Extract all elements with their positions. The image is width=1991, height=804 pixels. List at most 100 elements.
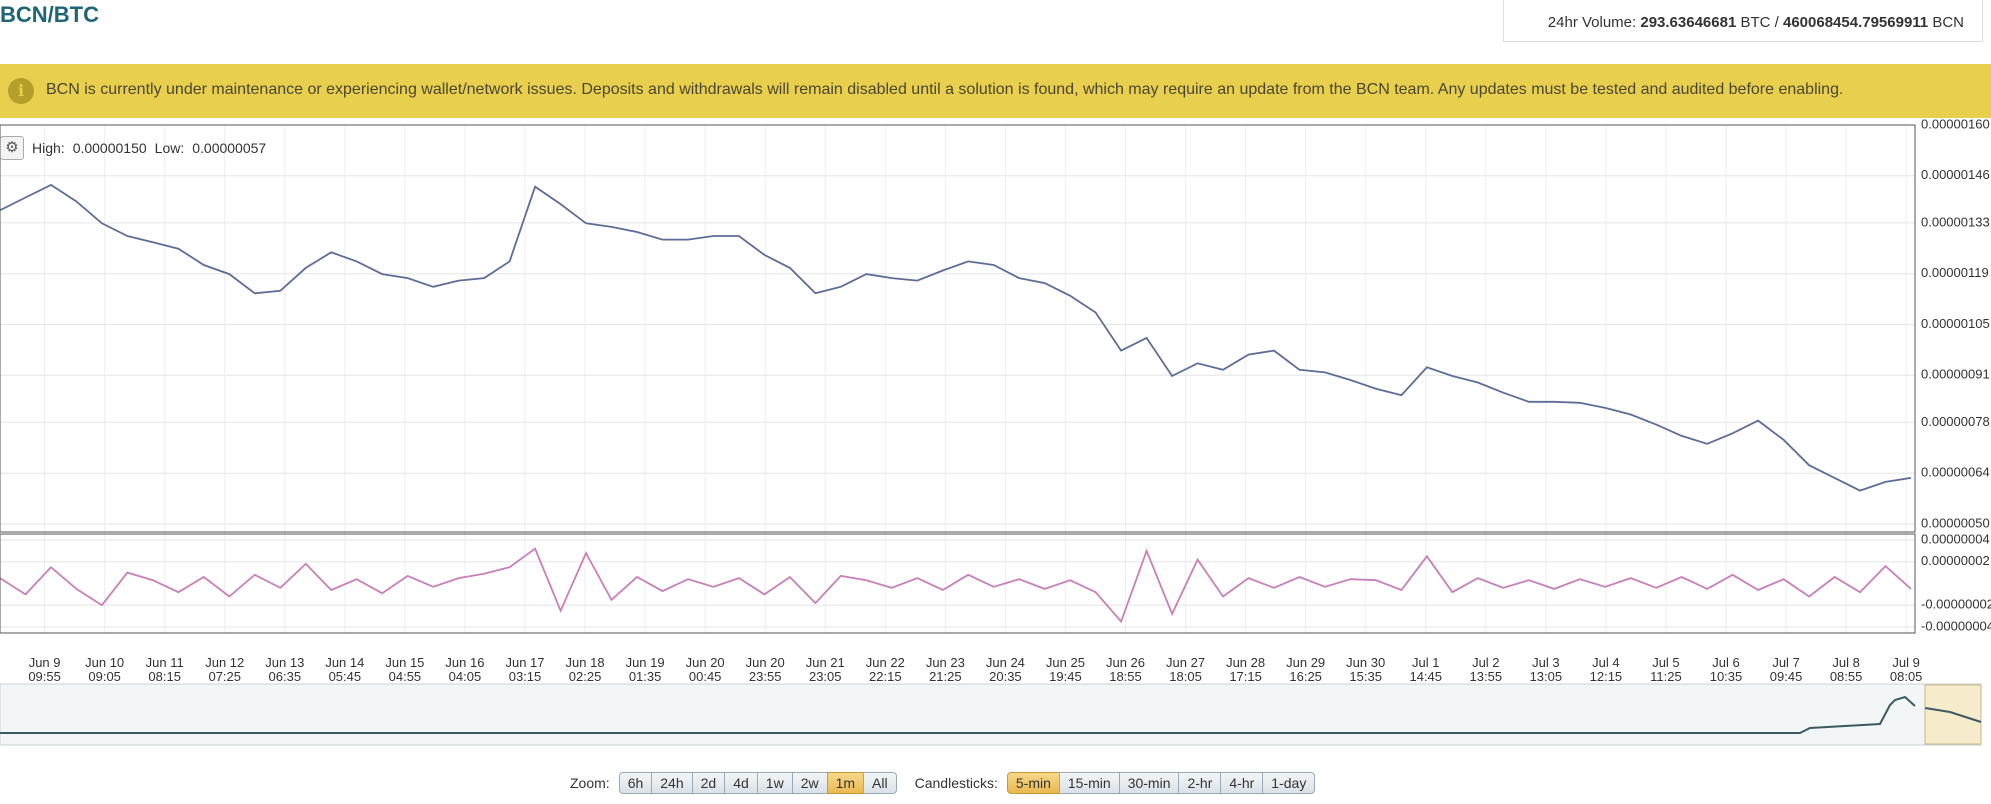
x-tick-label: Jun 13 06:35	[265, 655, 304, 684]
navigator-line	[0, 695, 1982, 734]
x-tick-time: 08:55	[1830, 669, 1863, 684]
x-tick-label: Jul 4 12:15	[1590, 655, 1623, 684]
x-tick-date: Jun 14	[325, 655, 364, 670]
x-tick-date: Jun 28	[1226, 655, 1265, 670]
y-tick-label: 0.00000064	[1921, 465, 1990, 480]
x-tick-time: 18:55	[1109, 669, 1142, 684]
x-tick-date: Jul 6	[1712, 655, 1739, 670]
settings-button[interactable]: ⚙	[0, 136, 24, 160]
pair-title: BCN/BTC	[0, 2, 99, 27]
x-tick-time: 14:45	[1409, 669, 1442, 684]
info-icon: i	[8, 78, 34, 104]
panel-border	[0, 533, 1916, 634]
x-tick-time: 00:45	[689, 669, 722, 684]
candles-button[interactable]: 5-min	[1006, 772, 1060, 794]
x-tick-label: Jun 26 18:55	[1106, 655, 1145, 684]
y-tick-label: 0.00000146	[1921, 167, 1990, 182]
x-tick-time: 16:25	[1289, 669, 1322, 684]
x-tick-date: Jun 13	[265, 655, 304, 670]
candles-button[interactable]: 30-min	[1118, 772, 1180, 794]
zoom-button[interactable]: 6h	[618, 772, 653, 794]
x-tick-date: Jul 3	[1532, 655, 1559, 670]
panel-border	[0, 124, 1916, 533]
x-tick-time: 09:45	[1770, 669, 1803, 684]
zoom-button[interactable]: 1w	[756, 772, 793, 794]
x-tick-label: Jun 24 20:35	[986, 655, 1025, 684]
x-tick-time: 21:25	[929, 669, 962, 684]
x-tick-label: Jul 3 13:05	[1530, 655, 1563, 684]
zoom-button[interactable]: 24h	[651, 772, 693, 794]
warning-message: BCN is currently under maintenance or ex…	[46, 81, 1844, 98]
zoom-button[interactable]: 2d	[691, 772, 726, 794]
high-value: 0.00000150	[72, 140, 147, 156]
series-line	[0, 183, 1912, 492]
x-tick-date: Jun 24	[986, 655, 1025, 670]
x-tick-label: Jul 8 08:55	[1830, 655, 1863, 684]
candles-button[interactable]: 4-hr	[1220, 772, 1264, 794]
x-tick-date: Jun 25	[1046, 655, 1085, 670]
y-tick-label: 0.00000078	[1921, 414, 1990, 429]
x-tick-time: 08:05	[1890, 669, 1923, 684]
x-tick-label: Jun 18 02:25	[566, 655, 605, 684]
y-tick-label: 0.00000133	[1921, 214, 1990, 229]
x-tick-time: 07:25	[208, 669, 241, 684]
candles-group: 5-min 15-min 30-min 2-hr 4-hr 1-day	[1006, 772, 1316, 794]
x-tick-label: Jun 9 09:55	[28, 655, 61, 684]
volume-label: 24hr Volume:	[1547, 14, 1637, 31]
x-tick-time: 09:55	[28, 669, 61, 684]
zoom-label: Zoom:	[570, 775, 610, 791]
x-tick-date: Jun 20	[746, 655, 785, 670]
zoom-button[interactable]: 2w	[791, 772, 828, 794]
candles-button[interactable]: 15-min	[1058, 772, 1120, 794]
x-tick-date: Jun 12	[205, 655, 244, 670]
candles-button[interactable]: 2-hr	[1178, 772, 1222, 794]
x-tick-time: 20:35	[989, 669, 1022, 684]
y-tick-label: 0.00000004	[1921, 531, 1990, 546]
x-tick-time: 23:55	[749, 669, 782, 684]
controls: Zoom: 6h 24h 2d 4d 1w 2w 1m All Candlesticks: 5…	[570, 772, 1333, 794]
y-tick-label: 0.00000160	[1921, 116, 1990, 131]
high-low: ⚙ High: 0.00000150 Low: 0.00000057	[0, 136, 266, 160]
x-tick-date: Jun 21	[806, 655, 845, 670]
zoom-button[interactable]: 1m	[826, 772, 865, 794]
x-tick-time: 10:35	[1710, 669, 1743, 684]
x-tick-time: 06:35	[269, 669, 302, 684]
x-tick-date: Jul 4	[1592, 655, 1619, 670]
x-tick-label: Jun 15 04:55	[385, 655, 424, 684]
zoom-button[interactable]: 4d	[724, 772, 758, 794]
x-tick-time: 12:15	[1590, 669, 1623, 684]
x-tick-time: 09:05	[88, 669, 121, 684]
x-tick-label: Jul 9 08:05	[1890, 655, 1923, 684]
high-label: High:	[32, 140, 65, 156]
x-tick-time: 22:15	[869, 669, 902, 684]
x-tick-label: Jun 21 23:05	[806, 655, 845, 684]
x-tick-label: Jun 23 21:25	[926, 655, 965, 684]
navigator-handle[interactable]	[1924, 684, 1982, 745]
x-tick-time: 17:15	[1229, 669, 1262, 684]
x-tick-label: Jun 25 19:45	[1046, 655, 1085, 684]
x-tick-date: Jun 23	[926, 655, 965, 670]
x-tick-time: 19:45	[1049, 669, 1082, 684]
x-tick-label: Jul 5 11:25	[1650, 655, 1682, 684]
x-tick-time: 05:45	[329, 669, 362, 684]
navigator	[0, 683, 1982, 746]
volume-btc: 293.63646681	[1640, 14, 1737, 31]
x-tick-date: Jun 11	[146, 655, 184, 670]
x-tick-date: Jun 17	[505, 655, 544, 670]
x-tick-label: Jun 16 04:05	[445, 655, 484, 684]
zoom-button[interactable]: All	[863, 772, 897, 794]
btc-unit: BTC /	[1740, 14, 1779, 31]
y-tick-label: -0.00000004	[1921, 618, 1991, 633]
y-tick-label: 0.00000050	[1921, 515, 1990, 530]
candles-button[interactable]: 1-day	[1262, 772, 1316, 794]
y-tick-label: 0.00000119	[1921, 265, 1989, 280]
x-tick-label: Jul 2 13:55	[1470, 655, 1503, 684]
x-tick-time: 13:05	[1530, 669, 1563, 684]
x-tick-label: Jun 12 07:25	[205, 655, 244, 684]
x-tick-label: Jun 29 16:25	[1286, 655, 1325, 684]
x-tick-time: 04:05	[449, 669, 482, 684]
x-tick-date: Jun 22	[866, 655, 905, 670]
x-tick-label: Jun 17 03:15	[505, 655, 544, 684]
volume-box: 24hr Volume: 293.63646681 BTC / 46006845…	[1503, 0, 1983, 42]
